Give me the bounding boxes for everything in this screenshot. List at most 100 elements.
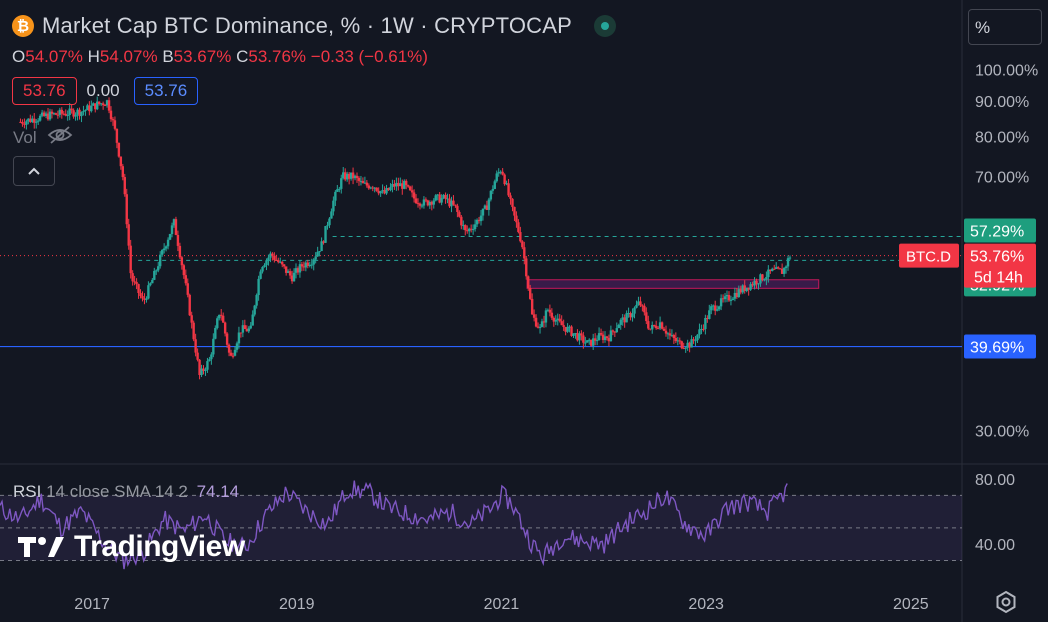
candle-body bbox=[741, 285, 744, 293]
candle-body bbox=[88, 105, 91, 112]
candle-body bbox=[103, 105, 107, 107]
brand-name: TradingView bbox=[74, 530, 245, 563]
candle-body bbox=[712, 305, 715, 307]
candle-body bbox=[574, 333, 577, 335]
candle-body bbox=[556, 318, 559, 321]
candle-body bbox=[62, 113, 65, 115]
candle-body bbox=[70, 108, 73, 111]
sell-price-button[interactable]: 53.76 bbox=[12, 77, 77, 105]
candle-body bbox=[426, 200, 430, 206]
candle-body bbox=[511, 198, 514, 207]
candle-body bbox=[292, 272, 296, 282]
candle-body bbox=[708, 310, 711, 319]
candle-body bbox=[92, 103, 95, 106]
candle-body bbox=[318, 251, 321, 253]
candle-body bbox=[115, 128, 119, 143]
candle-body bbox=[607, 338, 611, 342]
collapse-legend-button[interactable] bbox=[13, 156, 55, 186]
candle-body bbox=[765, 277, 768, 280]
candle-body bbox=[481, 208, 485, 216]
candle-body bbox=[428, 201, 432, 206]
candle-body bbox=[562, 325, 565, 327]
candle-body bbox=[692, 339, 695, 341]
candle-body bbox=[174, 219, 178, 235]
candle-body bbox=[340, 178, 343, 189]
candle-body bbox=[40, 112, 44, 116]
candle-body bbox=[257, 278, 260, 296]
candle-body bbox=[782, 268, 786, 274]
candle-body bbox=[473, 224, 477, 230]
scale-mode-button[interactable]: % bbox=[968, 9, 1042, 45]
candle-body bbox=[771, 268, 774, 272]
candle-body bbox=[401, 183, 404, 189]
candle-body bbox=[180, 257, 184, 266]
candle-body bbox=[452, 200, 455, 205]
candle-body bbox=[611, 330, 615, 332]
candle-body bbox=[702, 328, 705, 330]
candle-body bbox=[204, 369, 207, 371]
candle-body bbox=[727, 294, 731, 301]
candle-body bbox=[416, 203, 420, 205]
candle-body bbox=[223, 322, 227, 334]
spread-value: 0.00 bbox=[86, 81, 120, 100]
candle-body bbox=[719, 298, 723, 307]
candle-body bbox=[454, 204, 457, 206]
y-tick-label: 70.00% bbox=[975, 170, 1029, 187]
candle-body bbox=[544, 310, 548, 323]
candle-body bbox=[501, 171, 504, 175]
candle-body bbox=[434, 195, 437, 201]
buy-price-button[interactable]: 53.76 bbox=[133, 77, 199, 105]
candle-body bbox=[769, 269, 772, 272]
candle-body bbox=[97, 101, 101, 104]
candle-body bbox=[686, 342, 689, 348]
ohlc-high-label: H bbox=[87, 47, 100, 66]
candle-body bbox=[196, 352, 199, 360]
y-tick-label: 100.00% bbox=[975, 63, 1038, 80]
candle-body bbox=[80, 111, 83, 117]
countdown-label: 5d 14h bbox=[974, 270, 1023, 287]
y-tick-label: 80.00% bbox=[975, 129, 1029, 146]
candle-body bbox=[436, 194, 439, 196]
candle-body bbox=[31, 118, 34, 122]
settings-gear-icon[interactable] bbox=[994, 590, 1018, 614]
candle-body bbox=[495, 173, 498, 182]
candle-body bbox=[159, 254, 162, 267]
candle-body bbox=[72, 110, 75, 117]
candle-body bbox=[220, 314, 223, 316]
candle-body bbox=[757, 283, 760, 285]
candle-body bbox=[652, 325, 656, 327]
candle-body bbox=[776, 267, 780, 269]
candle-body bbox=[745, 287, 748, 292]
candle-body bbox=[615, 328, 618, 333]
candle-body bbox=[330, 211, 333, 219]
symbol-tag: BTC.D bbox=[899, 243, 959, 268]
candle-body bbox=[190, 315, 193, 323]
candle-body bbox=[82, 111, 85, 113]
ohlc-low: 53.67% bbox=[173, 47, 232, 66]
candle-body bbox=[586, 340, 589, 343]
candle-body bbox=[127, 224, 130, 246]
candle-body bbox=[627, 313, 630, 315]
candle-body bbox=[178, 245, 182, 258]
candle-body bbox=[523, 247, 526, 259]
x-tick-label: 2021 bbox=[484, 596, 520, 613]
candle-body bbox=[775, 267, 778, 269]
volume-legend: Vol bbox=[13, 125, 73, 150]
candle-body bbox=[446, 198, 449, 200]
candle-body bbox=[515, 215, 518, 223]
candle-body bbox=[767, 269, 770, 278]
eye-slash-icon[interactable] bbox=[47, 125, 73, 150]
candle-body bbox=[162, 248, 166, 251]
candle-body bbox=[306, 262, 310, 266]
candle-body bbox=[96, 101, 99, 110]
candle-body bbox=[654, 325, 658, 329]
candle-body bbox=[564, 326, 567, 332]
candle-body bbox=[367, 185, 371, 189]
market-status-icon[interactable] bbox=[594, 15, 617, 37]
candle-body bbox=[147, 285, 150, 299]
candle-body bbox=[499, 171, 502, 173]
candle-body bbox=[737, 289, 741, 298]
candle-body bbox=[35, 121, 38, 123]
